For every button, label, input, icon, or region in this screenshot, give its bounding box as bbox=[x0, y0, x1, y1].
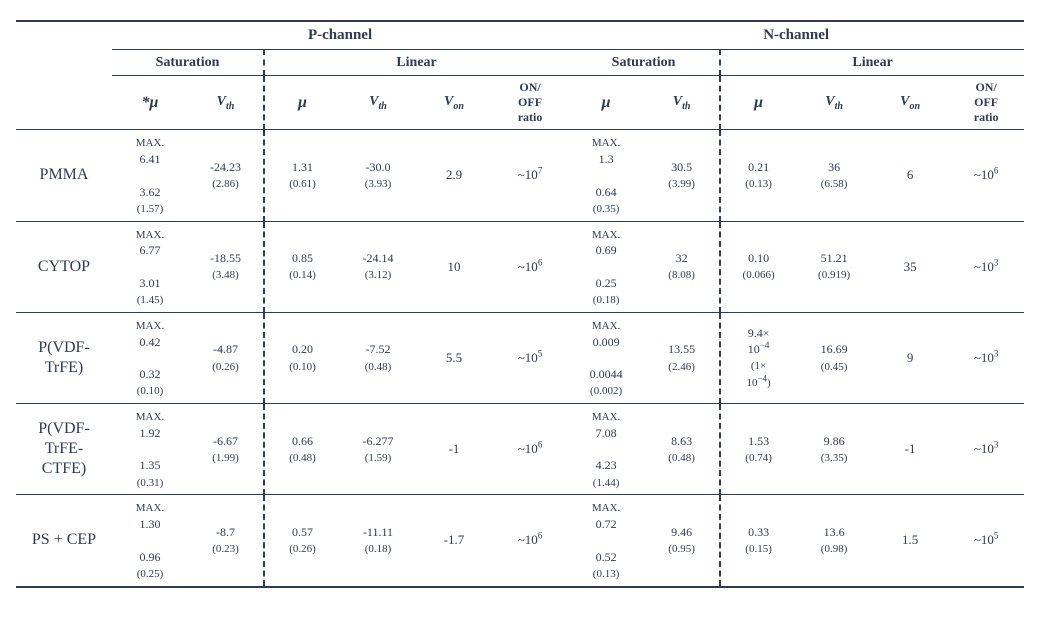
p-lin-vth: -6.277(1.59) bbox=[340, 404, 416, 495]
n-lin-onoff: ~103 bbox=[948, 312, 1024, 403]
n-sat-mu: MAX.0.690.25(0.18) bbox=[568, 221, 644, 312]
col-n-sat-vth: Vth bbox=[644, 76, 720, 130]
p-lin-onoff: ~106 bbox=[492, 404, 568, 495]
n-lin-mu: 9.4×10−4(1×10−4) bbox=[720, 312, 796, 403]
p-lin-onoff: ~107 bbox=[492, 130, 568, 221]
p-lin-onoff: ~105 bbox=[492, 312, 568, 403]
hdr-n-sat: Saturation bbox=[568, 49, 720, 76]
p-sat-mu: MAX.1.300.96(0.25) bbox=[112, 495, 188, 587]
n-lin-onoff: ~106 bbox=[948, 130, 1024, 221]
col-p-sat-vth: Vth bbox=[188, 76, 264, 130]
n-lin-vth: 9.86(3.35) bbox=[796, 404, 872, 495]
row-label: PMMA bbox=[16, 130, 112, 221]
p-lin-mu: 0.85(0.14) bbox=[264, 221, 340, 312]
n-sat-vth: 13.55(2.46) bbox=[644, 312, 720, 403]
p-sat-vth: -8.7(0.23) bbox=[188, 495, 264, 587]
n-lin-onoff: ~103 bbox=[948, 221, 1024, 312]
p-lin-mu: 1.31(0.61) bbox=[264, 130, 340, 221]
col-n-lin-mu: μ bbox=[720, 76, 796, 130]
table-row: P(VDF-TrFE)MAX.0.420.32(0.10)-4.87(0.26)… bbox=[16, 312, 1024, 403]
n-sat-vth: 30.5(3.99) bbox=[644, 130, 720, 221]
col-n-lin-onoff: ON/OFFratio bbox=[948, 76, 1024, 130]
p-sat-mu: MAX.6.773.01(1.45) bbox=[112, 221, 188, 312]
n-sat-vth: 9.46(0.95) bbox=[644, 495, 720, 587]
table-row: PS + CEPMAX.1.300.96(0.25)-8.7(0.23)0.57… bbox=[16, 495, 1024, 587]
p-sat-vth: -4.87(0.26) bbox=[188, 312, 264, 403]
hdr-n-lin: Linear bbox=[720, 49, 1024, 76]
n-sat-mu: MAX.0.720.52(0.13) bbox=[568, 495, 644, 587]
n-sat-mu: MAX.0.0090.0044(0.002) bbox=[568, 312, 644, 403]
col-p-lin-von: Von bbox=[416, 76, 492, 130]
n-sat-vth: 32(8.08) bbox=[644, 221, 720, 312]
p-lin-onoff: ~106 bbox=[492, 221, 568, 312]
col-n-sat-mu: μ bbox=[568, 76, 644, 130]
p-lin-vth: -24.14(3.12) bbox=[340, 221, 416, 312]
p-sat-vth: -6.67(1.99) bbox=[188, 404, 264, 495]
n-lin-vth: 16.69(0.45) bbox=[796, 312, 872, 403]
col-p-sat-mu: *μ bbox=[112, 76, 188, 130]
p-lin-mu: 0.57(0.26) bbox=[264, 495, 340, 587]
hdr-p-sat: Saturation bbox=[112, 49, 264, 76]
col-n-lin-vth: Vth bbox=[796, 76, 872, 130]
n-lin-mu: 1.53(0.74) bbox=[720, 404, 796, 495]
n-lin-von: -1 bbox=[872, 404, 948, 495]
p-sat-vth: -18.55(3.48) bbox=[188, 221, 264, 312]
n-sat-mu: MAX.7.084.23(1.44) bbox=[568, 404, 644, 495]
table-row: P(VDF-TrFE-CTFE)MAX.1.921.35(0.31)-6.67(… bbox=[16, 404, 1024, 495]
hdr-p-channel: P-channel bbox=[112, 21, 568, 49]
hdr-p-lin: Linear bbox=[264, 49, 568, 76]
p-lin-vth: -7.52(0.48) bbox=[340, 312, 416, 403]
n-lin-von: 35 bbox=[872, 221, 948, 312]
n-lin-vth: 13.6(0.98) bbox=[796, 495, 872, 587]
n-lin-vth: 36(6.58) bbox=[796, 130, 872, 221]
col-p-lin-onoff: ON/OFFratio bbox=[492, 76, 568, 130]
table-header: P-channel N-channel Saturation Linear Sa… bbox=[16, 21, 1024, 130]
p-lin-onoff: ~106 bbox=[492, 495, 568, 587]
p-sat-mu: MAX.0.420.32(0.10) bbox=[112, 312, 188, 403]
p-lin-vth: -11.11(0.18) bbox=[340, 495, 416, 587]
n-lin-vth: 51.21(0.919) bbox=[796, 221, 872, 312]
n-lin-mu: 0.33(0.15) bbox=[720, 495, 796, 587]
table-row: PMMAMAX.6.413.62(1.57)-24.23(2.86)1.31(0… bbox=[16, 130, 1024, 221]
hdr-n-channel: N-channel bbox=[568, 21, 1024, 49]
col-n-lin-von: Von bbox=[872, 76, 948, 130]
p-lin-von: -1 bbox=[416, 404, 492, 495]
p-lin-von: 10 bbox=[416, 221, 492, 312]
p-lin-von: -1.7 bbox=[416, 495, 492, 587]
n-lin-von: 9 bbox=[872, 312, 948, 403]
p-lin-von: 2.9 bbox=[416, 130, 492, 221]
n-lin-mu: 0.21(0.13) bbox=[720, 130, 796, 221]
p-lin-mu: 0.66(0.48) bbox=[264, 404, 340, 495]
p-sat-mu: MAX.6.413.62(1.57) bbox=[112, 130, 188, 221]
table-row: CYTOPMAX.6.773.01(1.45)-18.55(3.48)0.85(… bbox=[16, 221, 1024, 312]
n-lin-onoff: ~105 bbox=[948, 495, 1024, 587]
p-sat-vth: -24.23(2.86) bbox=[188, 130, 264, 221]
col-p-lin-mu: μ bbox=[264, 76, 340, 130]
p-sat-mu: MAX.1.921.35(0.31) bbox=[112, 404, 188, 495]
data-table: P-channel N-channel Saturation Linear Sa… bbox=[16, 20, 1024, 588]
p-lin-von: 5.5 bbox=[416, 312, 492, 403]
n-lin-von: 1.5 bbox=[872, 495, 948, 587]
p-lin-vth: -30.0(3.93) bbox=[340, 130, 416, 221]
p-lin-mu: 0.20(0.10) bbox=[264, 312, 340, 403]
row-label: PS + CEP bbox=[16, 495, 112, 587]
n-sat-vth: 8.63(0.48) bbox=[644, 404, 720, 495]
row-label: P(VDF-TrFE) bbox=[16, 312, 112, 403]
n-lin-von: 6 bbox=[872, 130, 948, 221]
row-label: CYTOP bbox=[16, 221, 112, 312]
col-p-lin-vth: Vth bbox=[340, 76, 416, 130]
row-label: P(VDF-TrFE-CTFE) bbox=[16, 404, 112, 495]
table-body: PMMAMAX.6.413.62(1.57)-24.23(2.86)1.31(0… bbox=[16, 130, 1024, 587]
n-lin-onoff: ~103 bbox=[948, 404, 1024, 495]
n-lin-mu: 0.10(0.066) bbox=[720, 221, 796, 312]
n-sat-mu: MAX.1.30.64(0.35) bbox=[568, 130, 644, 221]
